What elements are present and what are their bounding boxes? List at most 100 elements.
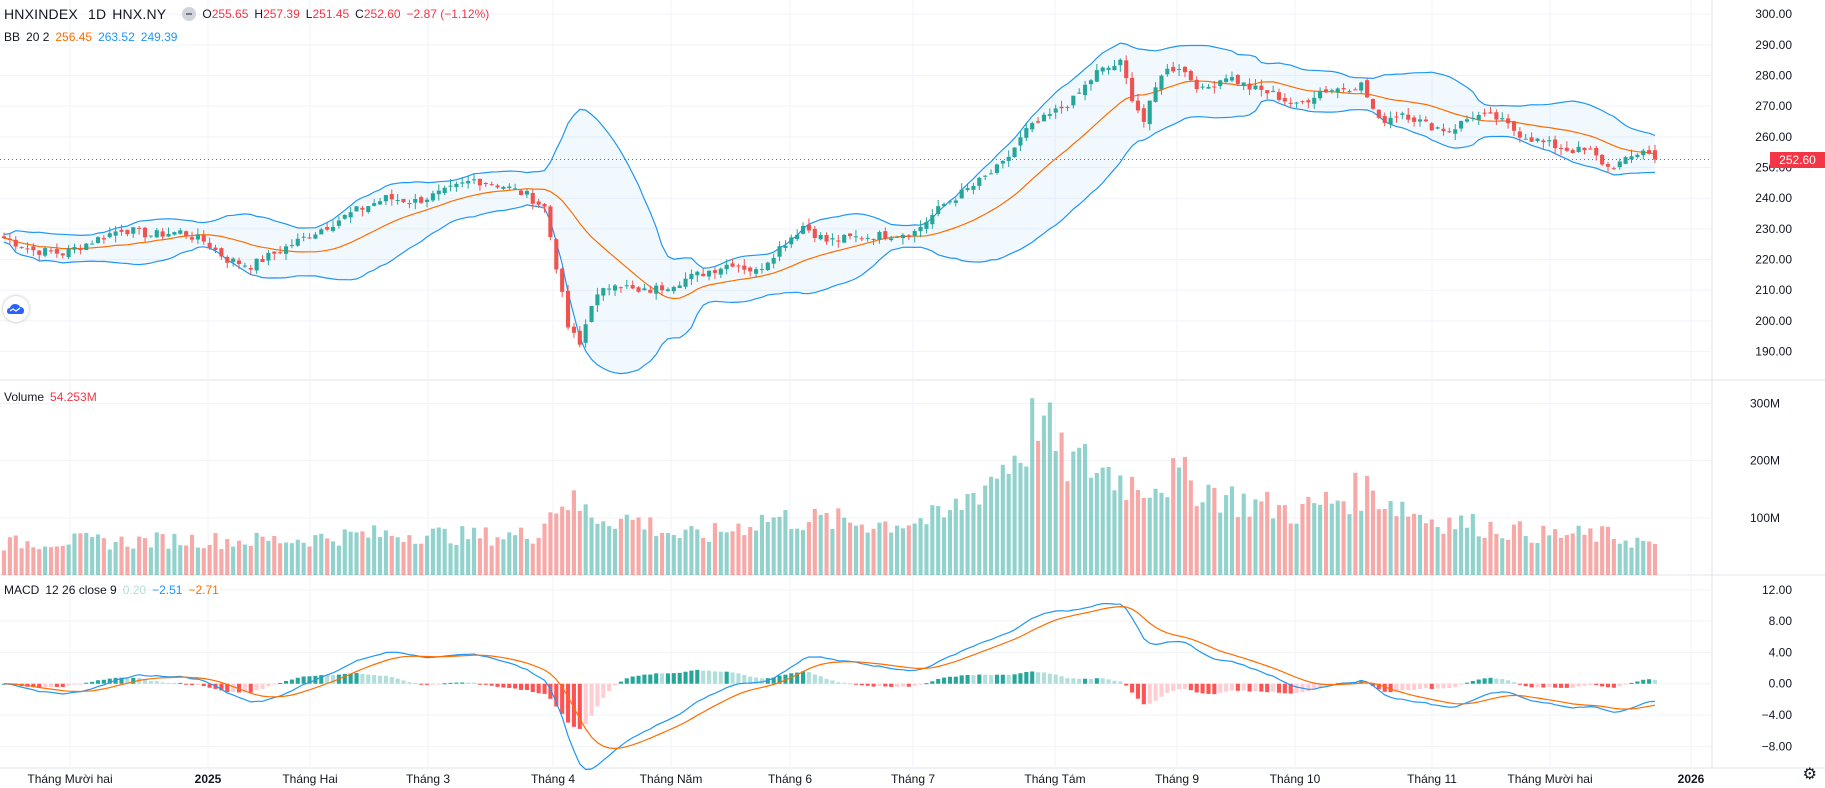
candle-body bbox=[789, 237, 794, 245]
bb-upper-value: 263.52 bbox=[98, 30, 135, 44]
tradingview-cloud-icon[interactable] bbox=[3, 296, 29, 322]
macd-histogram-bar bbox=[1594, 683, 1599, 686]
candle-body bbox=[201, 235, 206, 242]
candle-body bbox=[565, 290, 571, 328]
macd-histogram-bar bbox=[695, 669, 700, 684]
volume-bar bbox=[1271, 518, 1276, 575]
macd-histogram-bar bbox=[1153, 683, 1158, 701]
volume-bar bbox=[1388, 501, 1393, 575]
volume-bar bbox=[1106, 466, 1111, 575]
macd-histogram-bar bbox=[1370, 683, 1376, 686]
interval-label[interactable]: 1D bbox=[87, 6, 107, 22]
macd-histogram-bar bbox=[718, 671, 723, 684]
macd-histogram-bar bbox=[607, 683, 612, 692]
candle-body bbox=[1141, 108, 1146, 122]
candle-body bbox=[137, 227, 142, 229]
macd-histogram-bar bbox=[1476, 679, 1481, 684]
candle-body bbox=[560, 268, 565, 292]
candle-body bbox=[1470, 117, 1475, 119]
candle-body bbox=[1506, 118, 1511, 124]
candle-body bbox=[665, 289, 670, 291]
candle-body bbox=[1235, 74, 1240, 85]
macd-histogram-bar bbox=[1629, 682, 1634, 684]
volume-bar bbox=[377, 537, 383, 575]
candle-body bbox=[530, 193, 535, 204]
volume-bar bbox=[119, 536, 124, 575]
volume-bar bbox=[90, 537, 95, 575]
macd-histogram-bar bbox=[66, 683, 71, 686]
volume-legend[interactable]: Volume 54.253M bbox=[4, 390, 103, 404]
volume-bar bbox=[665, 533, 670, 575]
price-tick-label: 300.00 bbox=[1755, 7, 1792, 21]
volume-bar bbox=[795, 528, 800, 575]
bb-legend[interactable]: BB 20 2 256.45 263.52 249.39 bbox=[4, 30, 183, 44]
volume-bar bbox=[648, 517, 653, 575]
candle-body bbox=[1, 236, 7, 239]
macd-params: 12 26 close 9 bbox=[45, 583, 117, 597]
candle-body bbox=[1511, 121, 1517, 131]
macd-legend[interactable]: MACD 12 26 close 9 0.20 −2.51 −2.71 bbox=[4, 583, 225, 597]
candle-body bbox=[172, 232, 177, 235]
macd-histogram-bar bbox=[1641, 679, 1646, 684]
symbol-name[interactable]: HNXINDEX bbox=[4, 6, 78, 22]
candle-body bbox=[1329, 90, 1334, 92]
price-tick-label: 240.00 bbox=[1755, 191, 1792, 205]
gear-icon[interactable]: ⚙ bbox=[1802, 766, 1817, 783]
volume-bar bbox=[1623, 540, 1628, 575]
candle-body bbox=[906, 235, 911, 237]
volume-bar bbox=[319, 533, 324, 575]
volume-bar bbox=[366, 537, 371, 575]
candle-body bbox=[43, 248, 48, 256]
volume-bar bbox=[1535, 542, 1540, 575]
candle-body bbox=[1306, 100, 1311, 103]
macd-histogram-bar bbox=[671, 673, 676, 684]
macd-histogram-bar bbox=[1018, 673, 1023, 684]
volume-bar bbox=[1564, 535, 1569, 575]
candle-body bbox=[119, 229, 124, 232]
candle-body bbox=[319, 229, 324, 235]
candle-body bbox=[1323, 89, 1329, 93]
macd-histogram-bar bbox=[1617, 683, 1622, 687]
volume-bar bbox=[1412, 513, 1417, 575]
macd-histogram-bar bbox=[983, 674, 988, 684]
volume-bar bbox=[131, 548, 136, 575]
volume-bar bbox=[307, 546, 312, 575]
macd-histogram-bar bbox=[1247, 683, 1252, 692]
macd-histogram-bar bbox=[789, 673, 794, 684]
candle-body bbox=[577, 330, 582, 345]
macd-histogram-bar bbox=[348, 673, 353, 684]
volume-bar bbox=[730, 531, 735, 575]
candle-body bbox=[1083, 84, 1088, 96]
minus-icon[interactable] bbox=[182, 7, 197, 21]
macd-histogram-bar bbox=[1529, 683, 1534, 688]
macd-histogram-bar bbox=[125, 678, 130, 684]
volume-bar bbox=[836, 508, 841, 575]
macd-histogram-bar bbox=[912, 683, 917, 686]
macd-histogram-bar bbox=[1470, 681, 1475, 684]
candle-body bbox=[1441, 128, 1446, 132]
time-tick-label: Tháng 10 bbox=[1270, 772, 1321, 786]
candle-body bbox=[1547, 140, 1552, 142]
candle-body bbox=[95, 237, 101, 244]
macd-histogram-bar bbox=[524, 683, 529, 691]
volume-bar bbox=[1370, 490, 1376, 575]
macd-histogram-bar bbox=[736, 673, 741, 684]
macd-histogram-bar bbox=[730, 672, 735, 684]
macd-histogram-bar bbox=[1212, 683, 1217, 695]
macd-histogram-bar bbox=[642, 674, 647, 684]
candle-body bbox=[612, 285, 618, 291]
volume-tick-label: 200M bbox=[1750, 454, 1780, 468]
macd-histogram-bar bbox=[906, 683, 911, 687]
macd-histogram-bar bbox=[395, 678, 400, 684]
macd-histogram-bar bbox=[712, 671, 717, 684]
volume-bar bbox=[1065, 481, 1070, 575]
candle-body bbox=[730, 263, 735, 267]
volume-bar bbox=[201, 548, 206, 575]
macd-histogram-bar bbox=[1259, 683, 1264, 692]
volume-bar bbox=[95, 534, 101, 575]
macd-histogram-bar bbox=[131, 677, 136, 684]
macd-histogram-bar bbox=[1229, 683, 1235, 691]
macd-histogram-bar bbox=[1218, 683, 1223, 693]
macd-histogram-bar bbox=[1265, 683, 1270, 693]
